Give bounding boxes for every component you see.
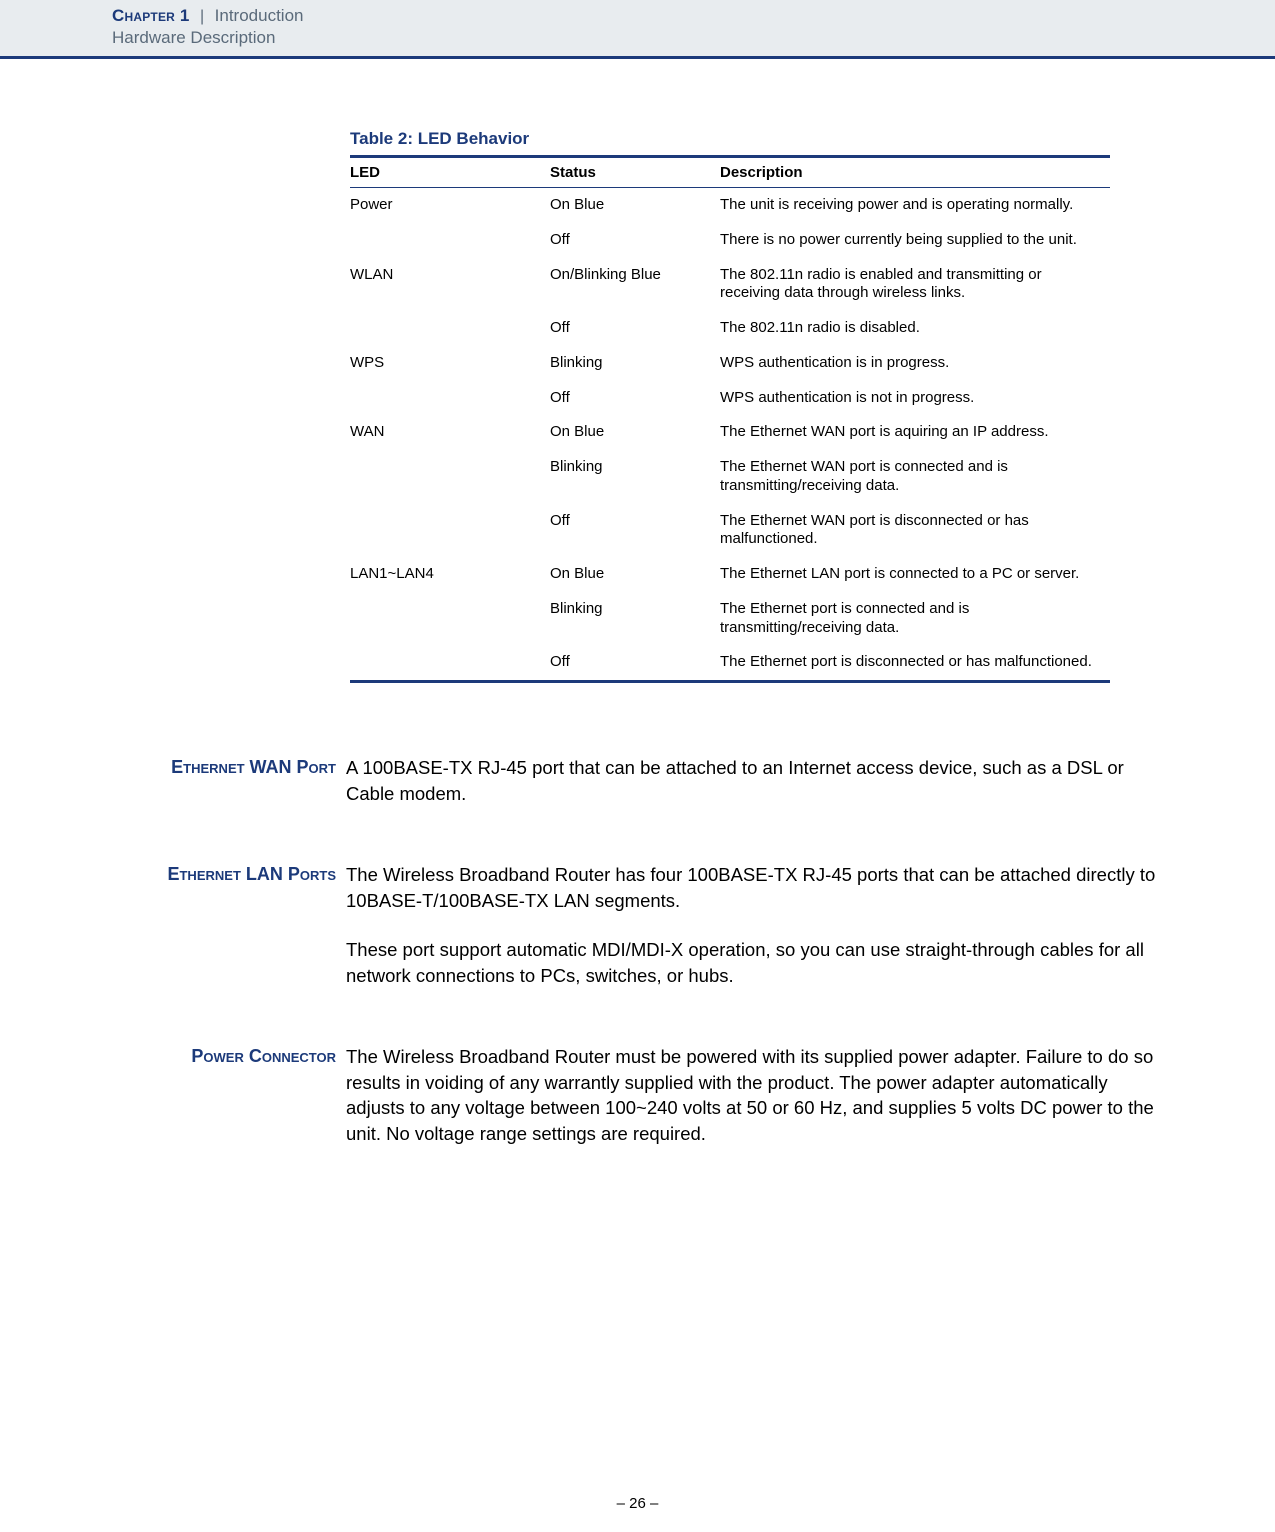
section-power-connector: Power Connector The Wireless Broadband R… [112,1044,1163,1146]
cell-led [350,223,550,258]
cell-desc: The 802.11n radio is disabled. [720,311,1110,346]
section-body: The Wireless Broadband Router must be po… [346,1044,1163,1146]
cell-desc: The Ethernet port is disconnected or has… [720,645,1110,681]
table-row: LAN1~LAN4On BlueThe Ethernet LAN port is… [350,557,1110,592]
cell-led [350,504,550,558]
table-row: OffThe 802.11n radio is disabled. [350,311,1110,346]
cell-status: Blinking [550,450,720,504]
cell-desc: The Ethernet LAN port is connected to a … [720,557,1110,592]
section-heading: Ethernet WAN Port [112,755,346,779]
cell-status: On Blue [550,415,720,450]
cell-desc: The unit is receiving power and is opera… [720,188,1110,223]
table-row: OffThe Ethernet port is disconnected or … [350,645,1110,681]
table-row: OffWPS authentication is not in progress… [350,381,1110,416]
paragraph: These port support automatic MDI/MDI-X o… [346,937,1163,988]
cell-led: WPS [350,346,550,381]
cell-led [350,381,550,416]
cell-desc: The Ethernet port is connected and is tr… [720,592,1110,646]
col-header-status: Status [550,157,720,188]
cell-status: Off [550,381,720,416]
cell-led: WLAN [350,258,550,312]
cell-status: Off [550,311,720,346]
page-number: – 26 – [617,1495,659,1512]
sections: Ethernet WAN Port A 100BASE-TX RJ-45 por… [112,755,1163,1146]
section-ethernet-wan-port: Ethernet WAN Port A 100BASE-TX RJ-45 por… [112,755,1163,806]
cell-status: On/Blinking Blue [550,258,720,312]
page: Chapter 1 | Introduction Hardware Descri… [0,0,1275,1532]
cell-desc: WPS authentication is in progress. [720,346,1110,381]
table-row: PowerOn BlueThe unit is receiving power … [350,188,1110,223]
content-area: Table 2: LED Behavior LED Status Descrip… [0,59,1275,1146]
chapter-subhead: Hardware Description [112,28,1275,48]
cell-status: Blinking [550,346,720,381]
table-header-row: LED Status Description [350,157,1110,188]
paragraph: The Wireless Broadband Router has four 1… [346,862,1163,913]
cell-led [350,592,550,646]
cell-status: Blinking [550,592,720,646]
cell-desc: WPS authentication is not in progress. [720,381,1110,416]
led-behavior-table: LED Status Description PowerOn BlueThe u… [350,155,1110,683]
section-heading: Power Connector [112,1044,346,1068]
chapter-line: Chapter 1 | Introduction [112,6,1275,26]
cell-desc: The 802.11n radio is enabled and transmi… [720,258,1110,312]
table-row: BlinkingThe Ethernet WAN port is connect… [350,450,1110,504]
cell-desc: The Ethernet WAN port is aquiring an IP … [720,415,1110,450]
header-inner: Chapter 1 | Introduction Hardware Descri… [0,6,1275,48]
cell-led [350,311,550,346]
col-header-description: Description [720,157,1110,188]
cell-status: On Blue [550,557,720,592]
table-row: OffThe Ethernet WAN port is disconnected… [350,504,1110,558]
chapter-label: Chapter 1 [112,6,190,25]
page-header: Chapter 1 | Introduction Hardware Descri… [0,0,1275,59]
section-heading: Ethernet LAN Ports [112,862,346,886]
table-row: WLANOn/Blinking BlueThe 802.11n radio is… [350,258,1110,312]
section-body: A 100BASE-TX RJ-45 port that can be atta… [346,755,1163,806]
table-row: OffThere is no power currently being sup… [350,223,1110,258]
cell-led [350,450,550,504]
cell-led: LAN1~LAN4 [350,557,550,592]
cell-status: Off [550,504,720,558]
table-row: BlinkingThe Ethernet port is connected a… [350,592,1110,646]
cell-led: Power [350,188,550,223]
cell-status: Off [550,645,720,681]
col-header-led: LED [350,157,550,188]
cell-desc: There is no power currently being suppli… [720,223,1110,258]
cell-status: On Blue [550,188,720,223]
cell-led [350,645,550,681]
table-caption: Table 2: LED Behavior [350,129,1110,149]
table-row: WANOn BlueThe Ethernet WAN port is aquir… [350,415,1110,450]
cell-led: WAN [350,415,550,450]
chapter-name: Introduction [215,6,304,25]
page-footer: – 26 – [0,1495,1275,1512]
table-row: WPSBlinkingWPS authentication is in prog… [350,346,1110,381]
led-table-wrap: Table 2: LED Behavior LED Status Descrip… [350,129,1110,683]
cell-status: Off [550,223,720,258]
pipe-separator: | [200,8,204,25]
cell-desc: The Ethernet WAN port is disconnected or… [720,504,1110,558]
section-ethernet-lan-ports: Ethernet LAN Ports The Wireless Broadban… [112,862,1163,988]
section-body: The Wireless Broadband Router has four 1… [346,862,1163,988]
cell-desc: The Ethernet WAN port is connected and i… [720,450,1110,504]
paragraph: The Wireless Broadband Router must be po… [346,1044,1163,1146]
paragraph: A 100BASE-TX RJ-45 port that can be atta… [346,755,1163,806]
